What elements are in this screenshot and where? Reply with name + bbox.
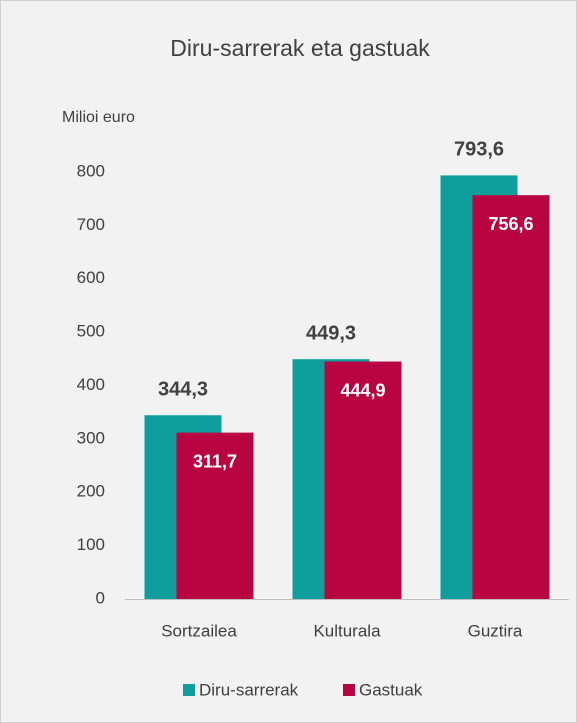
x-tick-label: Sortzailea [161, 621, 237, 640]
bar [472, 195, 550, 600]
y-tick-label: 0 [96, 588, 105, 607]
y-tick-label: 200 [77, 482, 105, 501]
value-label: 793,6 [454, 139, 504, 161]
y-tick-label: 800 [77, 161, 105, 180]
y-tick-label: 600 [77, 268, 105, 287]
value-label: 444,9 [340, 380, 385, 400]
legend-swatch [183, 684, 195, 696]
y-tick-label: 500 [77, 322, 105, 341]
y-tick-label: 400 [77, 375, 105, 394]
legend-swatch [343, 684, 355, 696]
x-tick-label: Guztira [468, 621, 523, 640]
legend-label: Diru-sarrerak [199, 680, 299, 699]
y-tick-label: 100 [77, 535, 105, 554]
legend-label: Gastuak [359, 680, 423, 699]
chart-title: Diru-sarrerak eta gastuak [170, 35, 430, 61]
value-label: 449,3 [306, 322, 356, 344]
bar [176, 432, 254, 599]
y-tick-label: 300 [77, 428, 105, 447]
y-tick-label: 700 [77, 215, 105, 234]
value-label: 756,6 [488, 214, 533, 234]
y-axis-label: Milioi euro [62, 109, 135, 126]
x-tick-label: Kulturala [313, 621, 381, 640]
value-label: 311,7 [193, 451, 237, 471]
bar [324, 361, 402, 599]
value-label: 344,3 [158, 379, 208, 401]
